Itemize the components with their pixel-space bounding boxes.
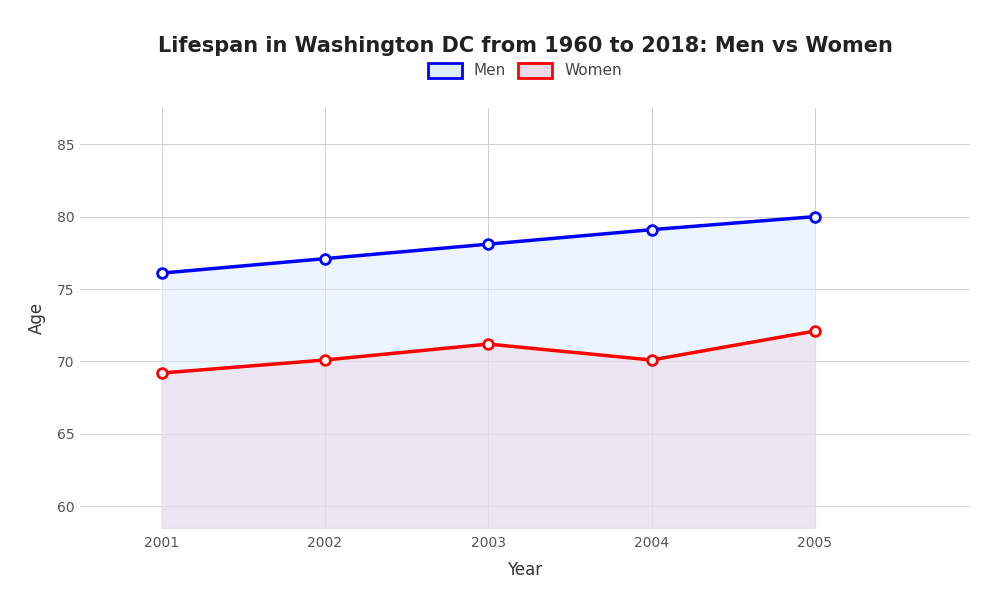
Legend: Men, Women: Men, Women (422, 57, 628, 85)
Y-axis label: Age: Age (28, 302, 46, 334)
Title: Lifespan in Washington DC from 1960 to 2018: Men vs Women: Lifespan in Washington DC from 1960 to 2… (158, 37, 892, 56)
X-axis label: Year: Year (507, 562, 543, 580)
